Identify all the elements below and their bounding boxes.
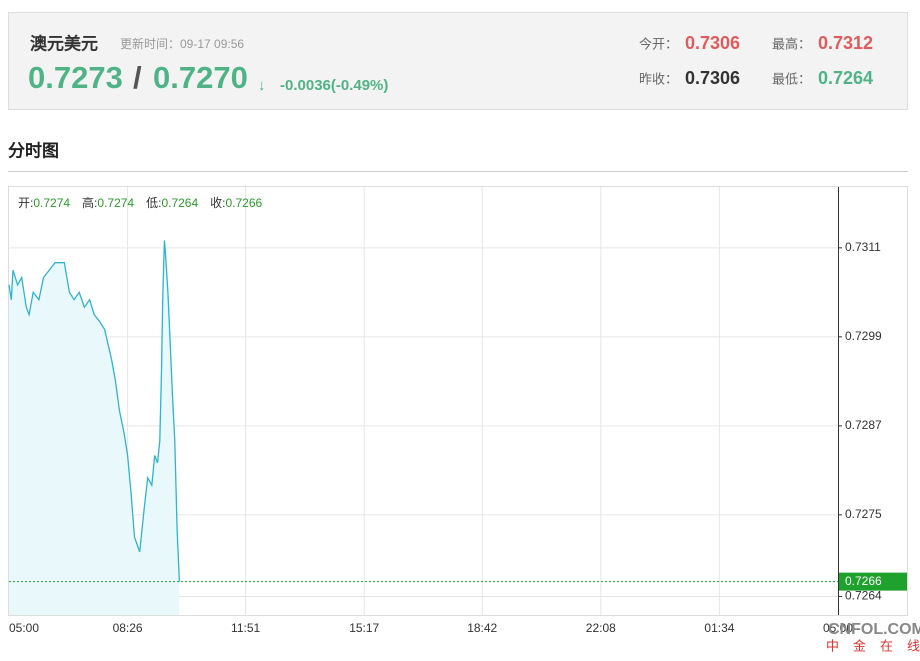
ohlc-label: 低: [146, 196, 161, 210]
x-tick-label: 05:00 [823, 621, 853, 635]
stat-value: 0.7264 [818, 68, 873, 88]
x-tick-label: 22:08 [586, 621, 616, 635]
ohlc-label: 收: [210, 196, 225, 210]
ohlc-value: 0.7274 [33, 196, 70, 210]
x-tick-label: 11:51 [231, 621, 260, 635]
stat-label: 昨收： [639, 71, 678, 86]
y-tick-label: 0.7299 [845, 329, 882, 343]
ohlc-label: 开: [18, 196, 33, 210]
ask: 0.7270 [153, 60, 248, 95]
arrow: ↓ [258, 77, 266, 94]
area-fill [9, 240, 180, 615]
change: -0.0036(-0.49%) [280, 77, 388, 94]
watermark-brand: CNFOL.COM [828, 621, 920, 638]
update-time: 更新时间：09-17 09:56 [120, 36, 244, 51]
header-panel [8, 12, 908, 110]
stat-label: 最高： [772, 36, 811, 51]
y-tick-label: 0.7264 [845, 589, 882, 603]
stat-value: 0.7306 [685, 68, 740, 88]
separator: / [133, 60, 142, 95]
chart-frame [8, 186, 908, 616]
price-line [8, 240, 181, 582]
x-tick-label: 08:26 [113, 621, 143, 635]
stat-label: 最低： [772, 71, 811, 86]
stat-value: 0.7306 [685, 33, 740, 53]
y-tick-label: 0.7311 [845, 240, 881, 254]
ohlc-value: 0.7264 [161, 196, 198, 210]
section-title: 分时图 [8, 141, 59, 160]
y-tick-label: 0.7275 [845, 507, 882, 521]
ohlc-label: 高: [82, 195, 97, 210]
last-price-label: 0.7266 [845, 574, 882, 588]
y-tick-label: 0.7287 [845, 418, 882, 432]
last-price-box [839, 572, 907, 591]
stat-label: 今开： [639, 36, 678, 51]
ohlc-value: 0.7266 [225, 196, 262, 210]
x-tick-label: 15:17 [349, 621, 379, 635]
x-tick-label: 01:34 [704, 621, 734, 635]
watermark-name: 中金在线 [826, 638, 920, 653]
stat-value: 0.7312 [818, 33, 873, 53]
x-tick-label: 18:42 [467, 621, 497, 635]
bid: 0.7273 [28, 60, 123, 95]
x-tick-label: 05:00 [9, 621, 39, 635]
title: 澳元美元 [30, 33, 98, 53]
ohlc-value: 0.7274 [97, 196, 134, 210]
